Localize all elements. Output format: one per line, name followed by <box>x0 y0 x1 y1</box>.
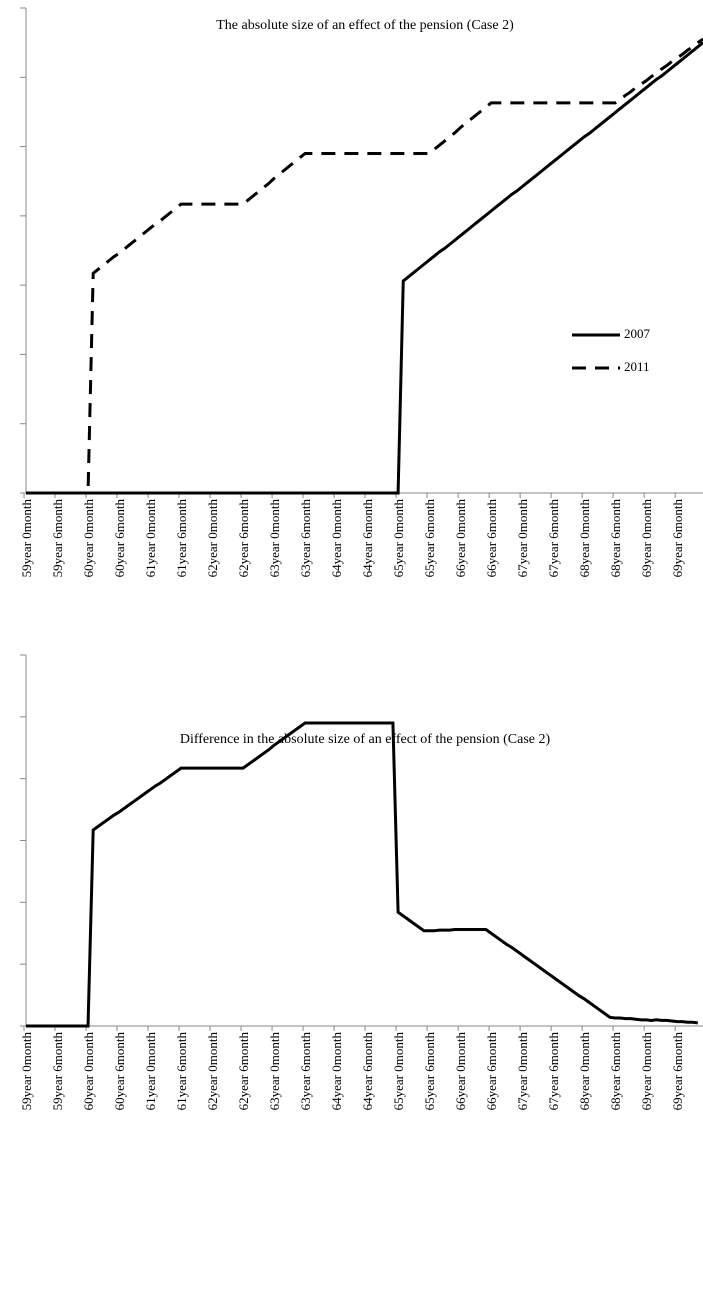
x-tick-label: 64year 0month <box>329 499 344 578</box>
x-tick-label: 60year 0month <box>81 1032 96 1111</box>
x-tick-label: 63year 6month <box>298 1032 313 1111</box>
legend-label: 2011 <box>624 359 650 374</box>
x-tick-label: 60year 6month <box>112 1032 127 1111</box>
x-tick-label: 60year 0month <box>81 499 96 578</box>
x-tick-label: 68year 6month <box>608 499 623 578</box>
data-line <box>26 721 699 1028</box>
chart-title: The absolute size of an effect of the pe… <box>216 18 514 33</box>
x-tick-label: 63year 0month <box>267 1032 282 1111</box>
x-tick-label: 62year 6month <box>236 1032 251 1111</box>
x-tick-label: 64year 6month <box>360 1032 375 1111</box>
x-tick-label: 67year 6month <box>546 499 561 578</box>
x-tick-label: 68year 0month <box>577 1032 592 1111</box>
x-tick-label: 64year 0month <box>329 1032 344 1111</box>
x-tick-label: 61year 6month <box>174 1032 189 1111</box>
x-tick-label: 63year 6month <box>298 499 313 578</box>
x-tick-label: 59year 6month <box>50 1032 65 1111</box>
x-tick-label: 64year 6month <box>360 499 375 578</box>
x-tick-label: 61year 6month <box>174 499 189 578</box>
x-tick-label: 62year 6month <box>236 499 251 578</box>
x-tick-label: 66year 0month <box>453 1032 468 1111</box>
x-tick-label: 61year 0month <box>143 1032 158 1111</box>
x-tick-label: 59year 0month <box>19 499 34 578</box>
x-tick-label: 66year 6month <box>484 1032 499 1111</box>
x-tick-label: 65year 0month <box>391 1032 406 1111</box>
x-tick-label: 66year 6month <box>484 499 499 578</box>
x-tick-label: 65year 6month <box>422 1032 437 1111</box>
data-line <box>26 37 703 495</box>
chart-title: Difference in the absolute size of an ef… <box>180 732 551 747</box>
data-line <box>26 41 703 495</box>
x-tick-label: 65year 6month <box>422 499 437 578</box>
x-tick-label: 67year 6month <box>546 1032 561 1111</box>
x-tick-label: 67year 0month <box>515 1032 530 1111</box>
legend-label: 2007 <box>624 326 651 341</box>
x-tick-label: 62year 0month <box>205 499 220 578</box>
x-tick-label: 67year 0month <box>515 499 530 578</box>
x-tick-label: 68year 6month <box>608 1032 623 1111</box>
x-tick-label: 68year 0month <box>577 499 592 578</box>
x-tick-label: 69year 0month <box>639 499 654 578</box>
x-tick-label: 62year 0month <box>205 1032 220 1111</box>
x-tick-label: 63year 0month <box>267 499 282 578</box>
x-tick-label: 65year 0month <box>391 499 406 578</box>
x-tick-label: 69year 0month <box>639 1032 654 1111</box>
x-tick-label: 61year 0month <box>143 499 158 578</box>
x-tick-label: 60year 6month <box>112 499 127 578</box>
x-tick-label: 66year 0month <box>453 499 468 578</box>
x-tick-label: 59year 6month <box>50 499 65 578</box>
x-tick-label: 59year 0month <box>19 1032 34 1111</box>
x-tick-label: 69year 6month <box>670 499 685 578</box>
x-tick-label: 69year 6month <box>670 1032 685 1111</box>
